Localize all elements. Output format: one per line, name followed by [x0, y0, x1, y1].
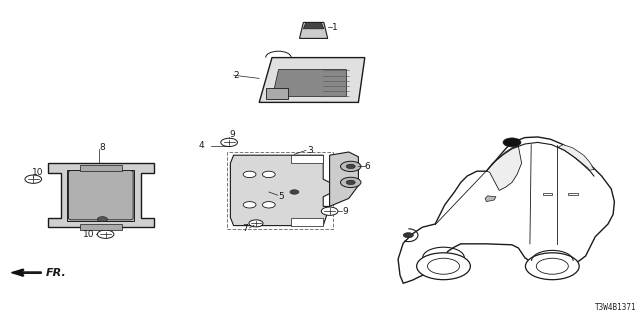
Polygon shape — [300, 22, 328, 38]
Circle shape — [262, 202, 275, 208]
Polygon shape — [259, 58, 365, 102]
Text: 7: 7 — [243, 224, 248, 233]
Bar — [568, 193, 578, 195]
Text: FR.: FR. — [46, 268, 67, 278]
Circle shape — [346, 180, 355, 185]
Bar — [80, 224, 122, 230]
Text: 6: 6 — [365, 162, 371, 171]
Circle shape — [97, 230, 114, 238]
Bar — [227, 152, 333, 229]
Circle shape — [525, 253, 579, 280]
Polygon shape — [230, 155, 330, 226]
Text: 9: 9 — [342, 207, 348, 216]
Text: 4: 4 — [198, 141, 204, 150]
Text: 5: 5 — [278, 192, 284, 201]
Polygon shape — [272, 69, 346, 96]
Circle shape — [262, 171, 275, 178]
Polygon shape — [291, 155, 323, 163]
Circle shape — [243, 171, 256, 178]
Circle shape — [428, 258, 460, 274]
Circle shape — [243, 202, 256, 208]
Circle shape — [403, 233, 413, 238]
Text: 1: 1 — [332, 23, 337, 32]
Polygon shape — [485, 196, 496, 202]
Polygon shape — [12, 269, 22, 276]
Circle shape — [417, 253, 470, 280]
Polygon shape — [330, 152, 358, 206]
Polygon shape — [291, 218, 323, 226]
Circle shape — [346, 164, 355, 169]
Polygon shape — [48, 163, 154, 227]
Circle shape — [25, 175, 42, 183]
Bar — [543, 193, 552, 195]
Polygon shape — [266, 88, 288, 99]
Circle shape — [249, 220, 263, 227]
Circle shape — [321, 207, 338, 215]
Circle shape — [290, 190, 299, 194]
Circle shape — [503, 138, 521, 147]
FancyBboxPatch shape — [68, 171, 133, 220]
Text: 10: 10 — [83, 230, 95, 239]
Circle shape — [536, 258, 568, 274]
Circle shape — [340, 161, 361, 172]
Polygon shape — [67, 170, 134, 221]
Text: 8: 8 — [99, 143, 105, 152]
Text: T3W4B1371: T3W4B1371 — [595, 303, 637, 312]
Text: 2: 2 — [234, 71, 239, 80]
Circle shape — [221, 138, 237, 147]
Circle shape — [97, 217, 108, 222]
Polygon shape — [398, 137, 614, 283]
Text: 9: 9 — [229, 130, 235, 139]
Bar — [80, 165, 122, 171]
Polygon shape — [303, 22, 324, 29]
Text: 10: 10 — [32, 168, 44, 177]
Polygon shape — [486, 146, 522, 190]
Text: 3: 3 — [307, 146, 313, 155]
Circle shape — [340, 177, 361, 188]
Polygon shape — [558, 145, 594, 170]
